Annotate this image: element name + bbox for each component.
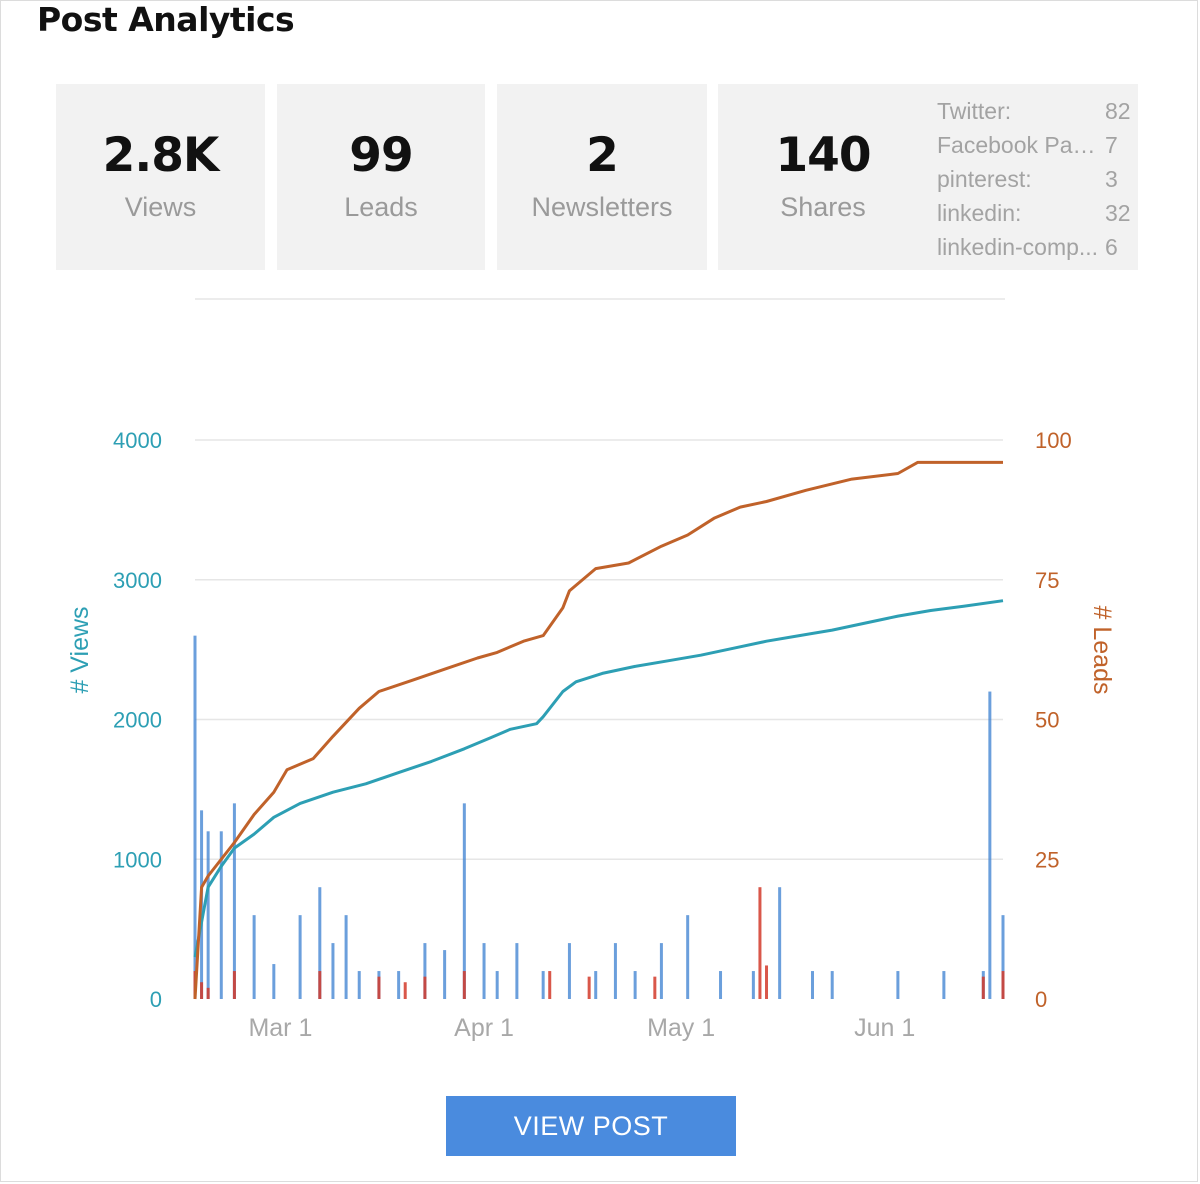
stat-label-leads: Leads xyxy=(344,192,418,222)
bar-daily-views xyxy=(219,831,223,999)
bar-daily-views xyxy=(318,887,322,999)
share-row-facebook: Facebook Pag... 7 xyxy=(937,128,1133,162)
bar-daily-leads xyxy=(318,971,322,999)
y2-tick-label: 25 xyxy=(1035,847,1059,872)
bar-daily-views xyxy=(613,943,617,999)
bar-daily-leads xyxy=(587,976,591,999)
stat-value-views: 2.8K xyxy=(102,128,220,183)
share-count: 3 xyxy=(1105,166,1118,192)
bar-daily-leads xyxy=(765,965,769,999)
bar-daily-views xyxy=(778,887,782,999)
y-tick-label: 1000 xyxy=(113,847,162,872)
bar-daily-leads xyxy=(548,971,552,999)
bar-daily-views xyxy=(397,971,401,999)
bar-daily-leads xyxy=(206,987,210,999)
stat-label-shares: Shares xyxy=(780,192,866,222)
x-tick-label: Apr 1 xyxy=(454,1014,514,1042)
x-tick-label: Mar 1 xyxy=(248,1014,312,1042)
bar-daily-views xyxy=(272,964,276,999)
bar-daily-views xyxy=(686,915,690,999)
bar-daily-views xyxy=(193,635,197,999)
bar-daily-leads xyxy=(403,982,407,999)
share-row-twitter: Twitter: 82 xyxy=(937,94,1133,128)
leads-line xyxy=(193,460,1003,1000)
share-count: 32 xyxy=(1105,200,1131,226)
share-count: 6 xyxy=(1105,234,1118,260)
share-row-linkedin-company: linkedin-comp... 6 xyxy=(937,230,1133,264)
bar-daily-views xyxy=(232,803,236,999)
y-axis-title: # Views xyxy=(66,606,94,693)
bar-daily-views xyxy=(206,831,210,999)
bar-daily-views xyxy=(252,915,256,999)
bar-daily-views xyxy=(462,803,466,999)
views-line xyxy=(193,599,1004,958)
bar-daily-leads xyxy=(653,976,657,999)
y-tick-label: 2000 xyxy=(113,708,162,733)
views-leads-chart: 0 1000 2000 3000 4000 0 25 50 75 100 Mar 1 Apr 1 May… xyxy=(66,428,1116,1042)
bar-daily-views xyxy=(1001,915,1005,999)
y2-tick-label: 50 xyxy=(1035,708,1059,733)
share-count: 82 xyxy=(1105,98,1131,124)
bar-daily-views xyxy=(482,943,486,999)
bar-daily-views xyxy=(830,971,834,999)
share-count: 7 xyxy=(1105,132,1118,158)
bar-daily-views xyxy=(515,943,519,999)
share-row-pinterest: pinterest: 3 xyxy=(937,162,1133,196)
bar-daily-leads xyxy=(758,887,762,999)
bar-daily-views xyxy=(495,971,499,999)
view-post-button[interactable]: VIEW POST xyxy=(446,1096,736,1156)
bar-daily-views xyxy=(988,691,992,999)
divider xyxy=(195,298,1005,300)
stat-card-leads: 99 Leads xyxy=(277,84,485,270)
y2-tick-label: 75 xyxy=(1035,568,1059,593)
bar-daily-views xyxy=(344,915,348,999)
stat-value-leads: 99 xyxy=(349,128,413,183)
bar-daily-leads xyxy=(200,982,204,999)
bar-daily-views xyxy=(541,971,545,999)
bar-daily-leads xyxy=(377,976,381,999)
bar-daily-views xyxy=(423,943,427,999)
bar-daily-views xyxy=(298,915,302,999)
bar-daily-views xyxy=(331,943,335,999)
bar-daily-views xyxy=(719,971,723,999)
stat-value-newsletters: 2 xyxy=(586,128,619,183)
stat-card-views: 2.8K Views xyxy=(56,84,265,270)
bar-daily-views xyxy=(659,943,663,999)
bar-daily-views xyxy=(594,971,598,999)
page-title: Post Analytics xyxy=(37,0,295,39)
bar-daily-leads xyxy=(981,976,985,999)
y-tick-label: 3000 xyxy=(113,568,162,593)
bar-daily-views xyxy=(896,971,900,999)
bar-daily-views xyxy=(751,971,755,999)
y-tick-label: 4000 xyxy=(113,428,162,453)
y2-tick-label: 100 xyxy=(1035,428,1072,453)
shares-breakdown-list: Twitter: 82 Facebook Pag... 7 pinterest:… xyxy=(937,94,1133,264)
bar-daily-views xyxy=(942,971,946,999)
stat-value-shares: 140 xyxy=(775,128,871,183)
bar-daily-leads xyxy=(1001,971,1005,999)
bar-daily-views xyxy=(810,971,814,999)
bar-daily-leads xyxy=(423,976,427,999)
bar-daily-leads xyxy=(462,971,466,999)
stat-card-shares: 140 Shares xyxy=(718,84,1138,270)
stat-card-newsletters: 2 Newsletters xyxy=(497,84,707,270)
y2-tick-label: 0 xyxy=(1035,987,1047,1012)
y-tick-label: 0 xyxy=(150,987,162,1012)
bar-daily-views xyxy=(633,971,637,999)
x-tick-label: May 1 xyxy=(647,1014,715,1042)
bar-daily-leads xyxy=(232,971,236,999)
bar-daily-views xyxy=(357,971,361,999)
y2-axis-title: # Leads xyxy=(1088,606,1116,695)
bar-daily-views xyxy=(443,950,447,999)
stat-label-newsletters: Newsletters xyxy=(531,192,673,222)
share-row-linkedin: linkedin: 32 xyxy=(937,196,1133,230)
bar-daily-views xyxy=(567,943,571,999)
x-tick-label: Jun 1 xyxy=(854,1014,915,1042)
stat-label-views: Views xyxy=(124,192,197,222)
